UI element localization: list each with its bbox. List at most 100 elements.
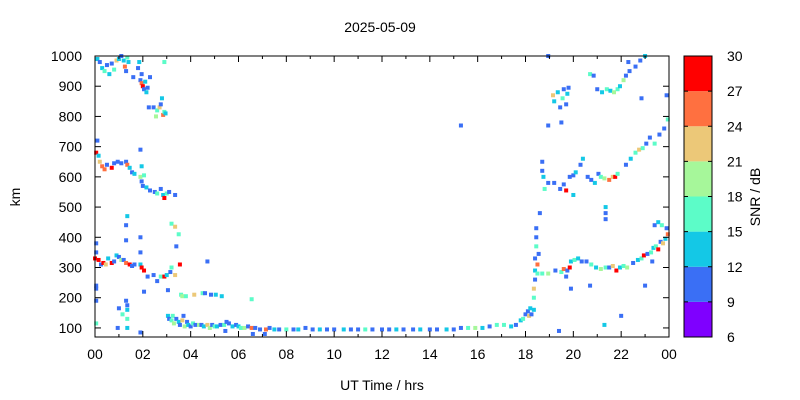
data-point <box>652 223 657 228</box>
colorbar-tick-label: 15 <box>727 224 743 240</box>
data-point <box>177 262 182 267</box>
data-point <box>427 327 432 332</box>
data-point <box>564 102 569 107</box>
data-point <box>155 108 160 113</box>
data-point <box>317 327 322 332</box>
data-point <box>177 322 182 327</box>
x-tick-label: 00 <box>87 346 103 362</box>
colorbar-tick-label: 30 <box>727 48 743 64</box>
data-point <box>580 156 585 161</box>
data-point <box>567 174 572 179</box>
data-point <box>139 179 144 184</box>
data-point <box>661 241 666 246</box>
data-point <box>418 327 423 332</box>
data-point <box>213 292 218 297</box>
data-point <box>139 72 144 77</box>
data-point <box>212 324 217 329</box>
data-point <box>148 188 153 193</box>
data-point <box>180 318 185 323</box>
data-point <box>125 316 130 321</box>
x-tick-label: 22 <box>613 346 629 362</box>
data-point <box>291 327 296 332</box>
colorbar-segment <box>684 126 712 162</box>
data-point <box>551 93 556 98</box>
data-point <box>132 171 137 176</box>
data-point <box>98 262 103 267</box>
data-point <box>303 325 308 330</box>
data-point <box>527 313 532 318</box>
data-point <box>138 78 143 83</box>
data-point <box>100 164 105 169</box>
data-point <box>119 257 124 262</box>
data-point <box>662 126 667 131</box>
data-point <box>182 324 187 329</box>
data-point <box>600 90 605 95</box>
data-point <box>525 309 530 314</box>
data-point <box>556 328 561 333</box>
data-point <box>218 322 223 327</box>
data-point <box>122 64 127 69</box>
data-point <box>558 186 563 191</box>
y-axis-label: km <box>7 188 23 207</box>
colorbar-segment <box>684 231 712 267</box>
data-point <box>564 188 569 193</box>
x-tick-label: 04 <box>183 346 199 362</box>
data-point <box>529 312 534 317</box>
data-point <box>142 173 147 178</box>
colorbar-label: SNR / dB <box>747 168 763 226</box>
data-point <box>125 325 130 330</box>
data-point <box>138 262 143 267</box>
colorbar-tick-label: 6 <box>727 329 735 345</box>
data-point <box>533 256 538 261</box>
data-point <box>603 205 608 210</box>
data-point <box>518 318 523 323</box>
data-point <box>101 260 106 265</box>
data-point <box>608 88 613 93</box>
data-point <box>124 69 129 74</box>
data-point <box>234 322 239 327</box>
colorbar-segment <box>684 196 712 232</box>
data-point <box>444 327 449 332</box>
data-point <box>121 257 126 262</box>
data-point <box>659 223 664 228</box>
data-point <box>363 327 368 332</box>
data-point <box>168 270 173 275</box>
data-point <box>125 55 130 60</box>
data-point <box>94 298 99 303</box>
data-point <box>96 257 101 262</box>
colorbar-tick-label: 27 <box>727 83 743 99</box>
data-point <box>628 156 633 161</box>
x-tick-label: 02 <box>135 346 151 362</box>
data-point <box>125 307 130 312</box>
data-point <box>138 250 143 255</box>
data-point <box>264 327 269 332</box>
colorbar: 6 9 12 15 18 21 24 27 30 <box>683 48 743 345</box>
data-point <box>625 265 630 270</box>
data-point <box>284 327 289 332</box>
data-point <box>162 274 167 279</box>
x-axis: 00 02 04 06 08 10 12 14 16 18 20 22 00 <box>87 56 677 362</box>
data-point <box>95 138 100 143</box>
data-point <box>112 259 117 264</box>
data-point <box>238 325 243 330</box>
data-point <box>165 288 170 293</box>
data-point <box>155 279 160 284</box>
data-point <box>250 331 255 336</box>
data-point <box>561 182 566 187</box>
data-point <box>584 259 589 264</box>
data-point <box>565 268 570 273</box>
data-point <box>223 328 228 333</box>
data-point <box>171 321 176 326</box>
data-point <box>242 325 247 330</box>
data-point <box>145 274 150 279</box>
data-point <box>598 174 603 179</box>
data-point <box>458 325 463 330</box>
data-point <box>540 271 545 276</box>
data-point <box>130 170 135 175</box>
data-point <box>174 244 179 249</box>
data-point <box>466 325 471 330</box>
data-point <box>435 327 440 332</box>
data-point <box>169 265 174 270</box>
data-point <box>664 93 669 98</box>
